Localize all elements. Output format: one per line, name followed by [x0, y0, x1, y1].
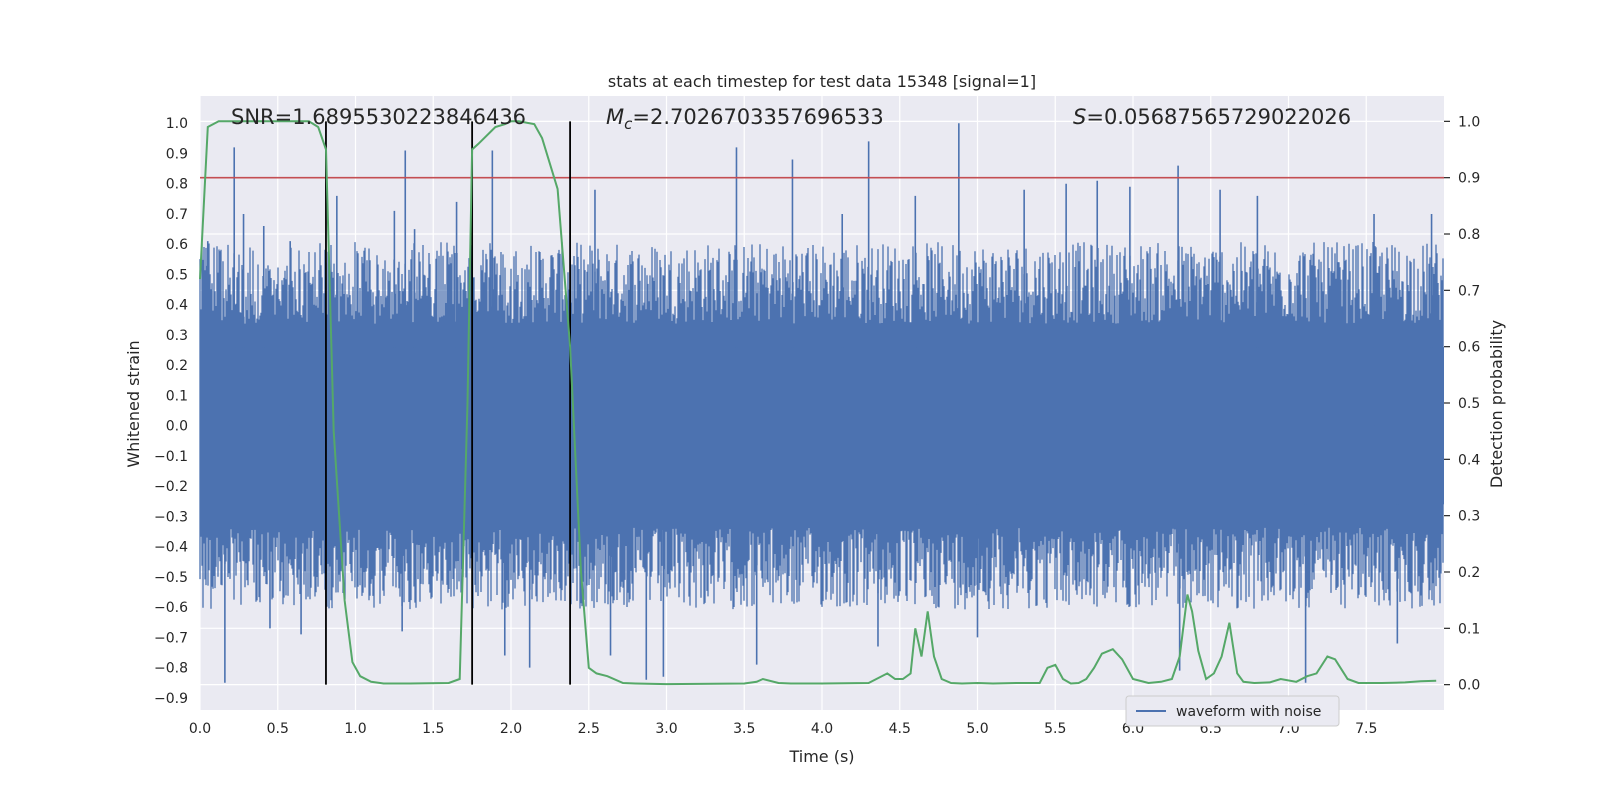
- x-tick-label: 0.0: [189, 721, 211, 737]
- y-left-tick-label: 0.3: [166, 328, 188, 344]
- s-annotation: S=0.05687565729022026: [1073, 105, 1351, 129]
- y-right-tick-label: 0.7: [1458, 283, 1480, 299]
- y-left-tick-label: −0.1: [154, 449, 188, 465]
- x-axis-label: Time (s): [788, 747, 854, 766]
- y-left-tick-label: 0.2: [166, 358, 188, 374]
- y-right-tick-label: 0.8: [1458, 227, 1480, 243]
- mc-subscript: c: [624, 115, 633, 133]
- x-tick-label: 7.5: [1355, 721, 1377, 737]
- y-right-tick-label: 0.0: [1458, 678, 1480, 694]
- y-left-tick-label: 0.0: [166, 419, 188, 435]
- y-left-tick-label: 0.4: [166, 298, 188, 314]
- x-tick-label: 3.0: [655, 721, 677, 737]
- y-left-tick-label: −0.4: [154, 540, 188, 556]
- y-left-tick-label: −0.2: [154, 479, 188, 495]
- snr-annotation: SNR=1.6895530223846436: [231, 105, 526, 129]
- y-right-tick-label: 0.2: [1458, 565, 1480, 581]
- x-tick-label: 0.5: [267, 721, 289, 737]
- legend-label: waveform with noise: [1176, 704, 1321, 720]
- s-value: =0.05687565729022026: [1086, 105, 1351, 129]
- y-right-tick-label: 0.4: [1458, 452, 1480, 468]
- y-left-tick-label: −0.6: [154, 600, 188, 616]
- x-tick-label: 4.0: [811, 721, 833, 737]
- mc-value: =2.7026703357696533: [632, 105, 883, 129]
- x-tick-label: 5.5: [1044, 721, 1066, 737]
- legend: waveform with noise: [1125, 695, 1340, 727]
- noise-series: [199, 242, 1444, 610]
- noise-core: [200, 347, 1444, 505]
- y-right-tick-label: 0.5: [1458, 396, 1480, 412]
- y-left-tick-label: −0.9: [154, 691, 188, 707]
- y-right-tick-label: 0.3: [1458, 509, 1480, 525]
- x-tick-label: 2.0: [500, 721, 522, 737]
- y-left-tick-label: 0.5: [166, 267, 188, 283]
- y-left-tick-label: 1.0: [166, 116, 188, 132]
- y-left-tick-label: 0.9: [166, 146, 188, 162]
- x-tick-label: 3.5: [733, 721, 755, 737]
- x-tick-label: 1.5: [422, 721, 444, 737]
- x-tick-label: 1.0: [344, 721, 366, 737]
- y-right-tick-label: 1.0: [1458, 114, 1480, 130]
- y-left-tick-label: 0.1: [166, 388, 188, 404]
- s-symbol: S: [1073, 105, 1086, 129]
- x-tick-label: 5.0: [966, 721, 988, 737]
- legend-box: [1125, 695, 1340, 727]
- y-right-tick-label: 0.1: [1458, 621, 1480, 637]
- x-tick-label: 4.5: [889, 721, 911, 737]
- y-left-tick-label: 0.7: [166, 207, 188, 223]
- mc-annotation: Mc=2.7026703357696533: [606, 105, 884, 133]
- y-axis-right-label: Detection probability: [1487, 320, 1506, 488]
- y-axis-right-ticks: 0.0 0.1 0.2 0.3 0.4 0.5 0.6 0.7 0.8 0.9 1.0: [1444, 114, 1480, 694]
- y-left-tick-label: 0.6: [166, 237, 188, 253]
- y-right-tick-label: 0.9: [1458, 171, 1480, 187]
- mc-symbol: M: [606, 105, 624, 129]
- y-left-tick-label: −0.5: [154, 570, 188, 586]
- detection-probability-line: [199, 120, 1437, 686]
- y-left-tick-label: −0.7: [154, 630, 188, 646]
- x-tick-label: 2.5: [578, 721, 600, 737]
- y-left-tick-label: 0.8: [166, 177, 188, 193]
- x-axis-ticks: 0.0 0.5 1.0 1.5 2.0 2.5 3.0 3.5 4.0 4.5 5.0 5.5 6.0 6…: [189, 721, 1378, 737]
- y-left-tick-label: −0.8: [154, 661, 188, 677]
- vertical-markers: [325, 121, 571, 685]
- chart-title: stats at each timestep for test data 153…: [608, 72, 1036, 91]
- y-right-tick-label: 0.6: [1458, 340, 1480, 356]
- y-axis-left-label: Whitened strain: [124, 340, 143, 467]
- spike-series: [206, 123, 1433, 683]
- y-left-tick-label: −0.3: [154, 509, 188, 525]
- y-axis-left-ticks: −0.9 −0.8 −0.7 −0.6 −0.5 −0.4 −0.3 −0.2 −0.1 0.0 0…: [154, 116, 188, 707]
